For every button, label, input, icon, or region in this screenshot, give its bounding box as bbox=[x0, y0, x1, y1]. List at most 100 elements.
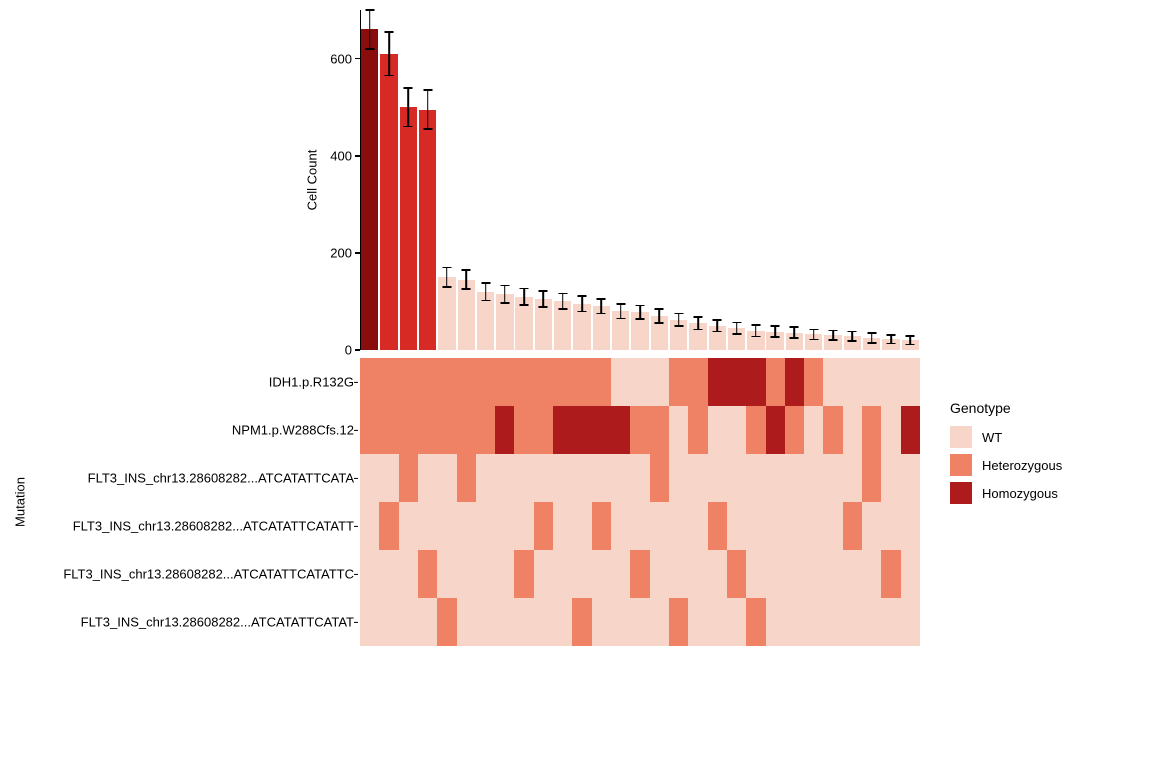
heatmap-cell bbox=[592, 406, 612, 454]
heatmap-cell bbox=[379, 598, 399, 646]
heatmap-cell bbox=[534, 454, 554, 502]
error-cap bbox=[867, 342, 876, 344]
heatmap-cell bbox=[688, 550, 708, 598]
heatmap-cell bbox=[669, 598, 689, 646]
y-tick-label: 600 bbox=[330, 51, 352, 66]
bar bbox=[380, 54, 397, 350]
heatmap-cell bbox=[553, 406, 573, 454]
error-cap bbox=[829, 330, 838, 332]
heatmap-cell bbox=[418, 358, 438, 406]
error-cap bbox=[539, 290, 548, 292]
heatmap-cell bbox=[785, 502, 805, 550]
error-cap bbox=[597, 298, 606, 300]
heatmap-row: FLT3_INS_chr13.28608282...ATCATATTCATA bbox=[360, 454, 920, 502]
heatmap-cell bbox=[650, 406, 670, 454]
error-cap bbox=[732, 322, 741, 324]
bar-chart: Cell Count 0200400600 bbox=[360, 10, 920, 350]
heatmap-cell bbox=[766, 598, 786, 646]
error-cap bbox=[384, 75, 393, 77]
bar bbox=[458, 280, 475, 350]
heatmap-cell bbox=[785, 406, 805, 454]
heatmap-cell bbox=[650, 598, 670, 646]
heatmap-cell bbox=[746, 502, 766, 550]
heatmap-cell bbox=[360, 502, 380, 550]
heatmap-cell bbox=[495, 502, 515, 550]
heatmap-cell bbox=[399, 550, 419, 598]
error-cap bbox=[520, 288, 529, 290]
heatmap-cell bbox=[553, 550, 573, 598]
heatmap-cell bbox=[843, 406, 863, 454]
heatmap-cell bbox=[727, 502, 747, 550]
heatmap-cell bbox=[514, 358, 534, 406]
heatmap-cell bbox=[785, 454, 805, 502]
error-cap bbox=[771, 336, 780, 338]
heatmap-cell bbox=[418, 598, 438, 646]
heatmap-cell bbox=[804, 502, 824, 550]
heatmap-cell bbox=[843, 598, 863, 646]
error-cap bbox=[751, 336, 760, 338]
error-cap bbox=[481, 300, 490, 302]
heatmap-cell bbox=[534, 502, 554, 550]
heatmap-cell bbox=[399, 406, 419, 454]
error-cap bbox=[790, 326, 799, 328]
heatmap-cell bbox=[881, 454, 901, 502]
error-bar bbox=[388, 32, 390, 76]
heatmap-cell bbox=[476, 550, 496, 598]
heatmap-cell bbox=[592, 502, 612, 550]
error-cap bbox=[674, 313, 683, 315]
error-cap bbox=[906, 344, 915, 346]
error-cap bbox=[365, 48, 374, 50]
heatmap-cell bbox=[727, 550, 747, 598]
heatmap-cell bbox=[592, 598, 612, 646]
legend-item: WT bbox=[950, 426, 1062, 448]
heatmap-cell bbox=[437, 406, 457, 454]
error-bar bbox=[639, 305, 641, 319]
heatmap-cell bbox=[514, 406, 534, 454]
heatmap-cell bbox=[823, 598, 843, 646]
heatmap-cell bbox=[862, 598, 882, 646]
error-bar bbox=[678, 314, 680, 327]
y-axis-title: Cell Count bbox=[305, 150, 320, 211]
heatmap-cell bbox=[823, 406, 843, 454]
heatmap-cell bbox=[418, 454, 438, 502]
error-cap bbox=[790, 337, 799, 339]
heatmap-cell bbox=[708, 406, 728, 454]
heatmap-cell bbox=[669, 454, 689, 502]
heatmap-cell bbox=[572, 550, 592, 598]
heatmap-cell bbox=[399, 358, 419, 406]
heatmap-cell bbox=[592, 358, 612, 406]
heatmap-cell bbox=[862, 550, 882, 598]
bar bbox=[419, 110, 436, 350]
heatmap-row-label: FLT3_INS_chr13.28608282...ATCATATTCATA bbox=[88, 471, 354, 486]
heatmap-cell bbox=[611, 454, 631, 502]
heatmap-cell bbox=[727, 598, 747, 646]
error-cap bbox=[771, 325, 780, 327]
heatmap-cell bbox=[901, 406, 921, 454]
heatmap-cell bbox=[804, 406, 824, 454]
heatmap-cell bbox=[727, 406, 747, 454]
heatmap-cell bbox=[379, 550, 399, 598]
error-bar bbox=[543, 291, 545, 308]
heatmap-cell bbox=[766, 358, 786, 406]
bar bbox=[400, 107, 417, 350]
heatmap-cell bbox=[418, 406, 438, 454]
error-cap bbox=[384, 31, 393, 33]
heatmap-cell bbox=[572, 502, 592, 550]
heatmap-cell bbox=[630, 358, 650, 406]
heatmap-row-label: NPM1.p.W288Cfs.12 bbox=[232, 423, 354, 438]
heatmap-cell bbox=[746, 598, 766, 646]
error-cap bbox=[558, 308, 567, 310]
error-cap bbox=[906, 335, 915, 337]
heatmap-cell bbox=[823, 502, 843, 550]
heatmap-cell bbox=[457, 358, 477, 406]
legend: Genotype WTHeterozygousHomozygous bbox=[950, 400, 1062, 510]
heatmap-row: FLT3_INS_chr13.28608282...ATCATATTCATAT bbox=[360, 598, 920, 646]
bars-container bbox=[360, 10, 920, 350]
heatmap-cell bbox=[823, 454, 843, 502]
legend-label: WT bbox=[982, 430, 1002, 445]
heatmap-cell bbox=[437, 454, 457, 502]
heatmap-cell bbox=[843, 358, 863, 406]
heatmap-cell bbox=[766, 502, 786, 550]
heatmap-cell bbox=[862, 454, 882, 502]
heatmap-cell bbox=[727, 454, 747, 502]
